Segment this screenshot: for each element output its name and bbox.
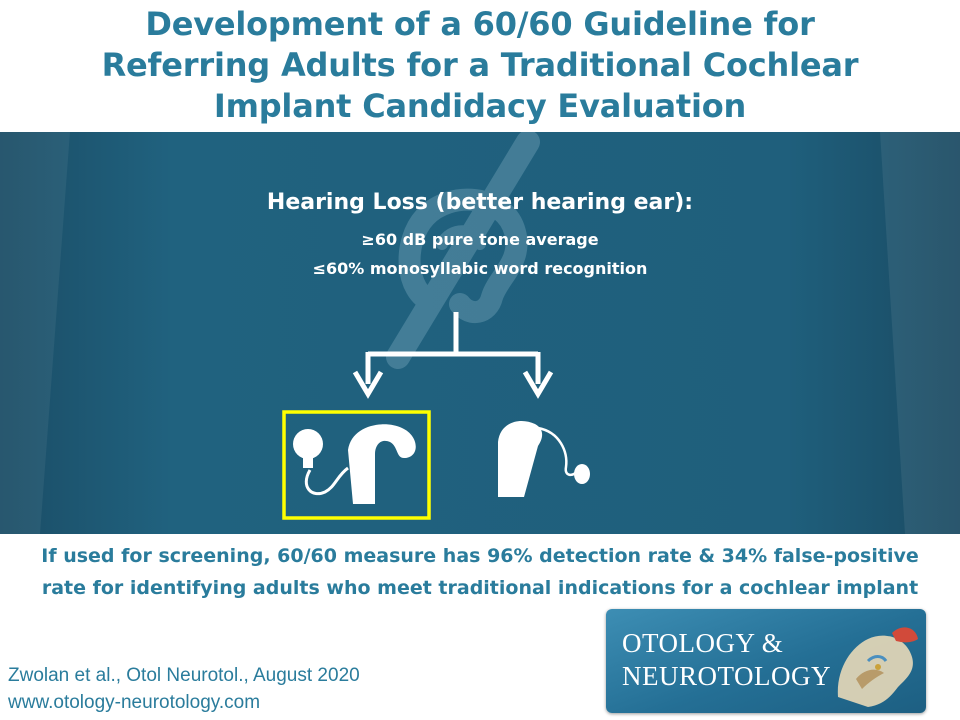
- criterion-word-recognition: ≤60% monosyllabic word recognition: [312, 259, 648, 278]
- title-line: Referring Adults for a Traditional Cochl…: [101, 46, 859, 84]
- temporal-bone-icon: [837, 627, 918, 707]
- journal-logo: OTOLOGY & NEUROTOLOGY: [606, 609, 926, 713]
- journal-logo-line1: OTOLOGY &: [622, 628, 784, 658]
- journal-logo-text: OTOLOGY & NEUROTOLOGY: [622, 627, 831, 693]
- finding-line: rate for identifying adults who meet tra…: [41, 577, 919, 599]
- branch-arrows: [352, 312, 554, 399]
- cochlear-implant-icon: [293, 424, 416, 504]
- journal-logo-line2: NEUROTOLOGY: [622, 661, 831, 691]
- hearing-loss-ear-icon: [386, 132, 540, 369]
- diagram-panel: Hearing Loss (better hearing ear): ≥60 d…: [0, 132, 960, 534]
- diagram-graphics: [0, 132, 960, 534]
- right-light-streak: [880, 132, 960, 534]
- title-line: Development of a 60/60 Guideline for: [145, 5, 815, 43]
- citation: Zwolan et al., Otol Neurotol., August 20…: [8, 662, 360, 716]
- finding-line: If used for screening, 60/60 measure has…: [41, 545, 919, 567]
- hearing-loss-title: Hearing Loss (better hearing ear):: [266, 190, 694, 215]
- title-line: Implant Candidacy Evaluation: [213, 87, 747, 125]
- cochlear-implant-highlight-box: [282, 410, 431, 520]
- arrow-left-head: [352, 370, 384, 399]
- page-title: Development of a 60/60 Guideline for Ref…: [0, 4, 960, 127]
- criterion-pta: ≥60 dB pure tone average: [361, 230, 599, 249]
- arrow-right-head: [522, 370, 554, 399]
- hearing-aid-icon: [498, 421, 590, 497]
- finding-text: If used for screening, 60/60 measure has…: [0, 540, 960, 604]
- left-light-streak: [0, 132, 70, 534]
- citation-website: www.otology-neurotology.com: [8, 692, 261, 713]
- citation-reference: Zwolan et al., Otol Neurotol., August 20…: [8, 665, 360, 686]
